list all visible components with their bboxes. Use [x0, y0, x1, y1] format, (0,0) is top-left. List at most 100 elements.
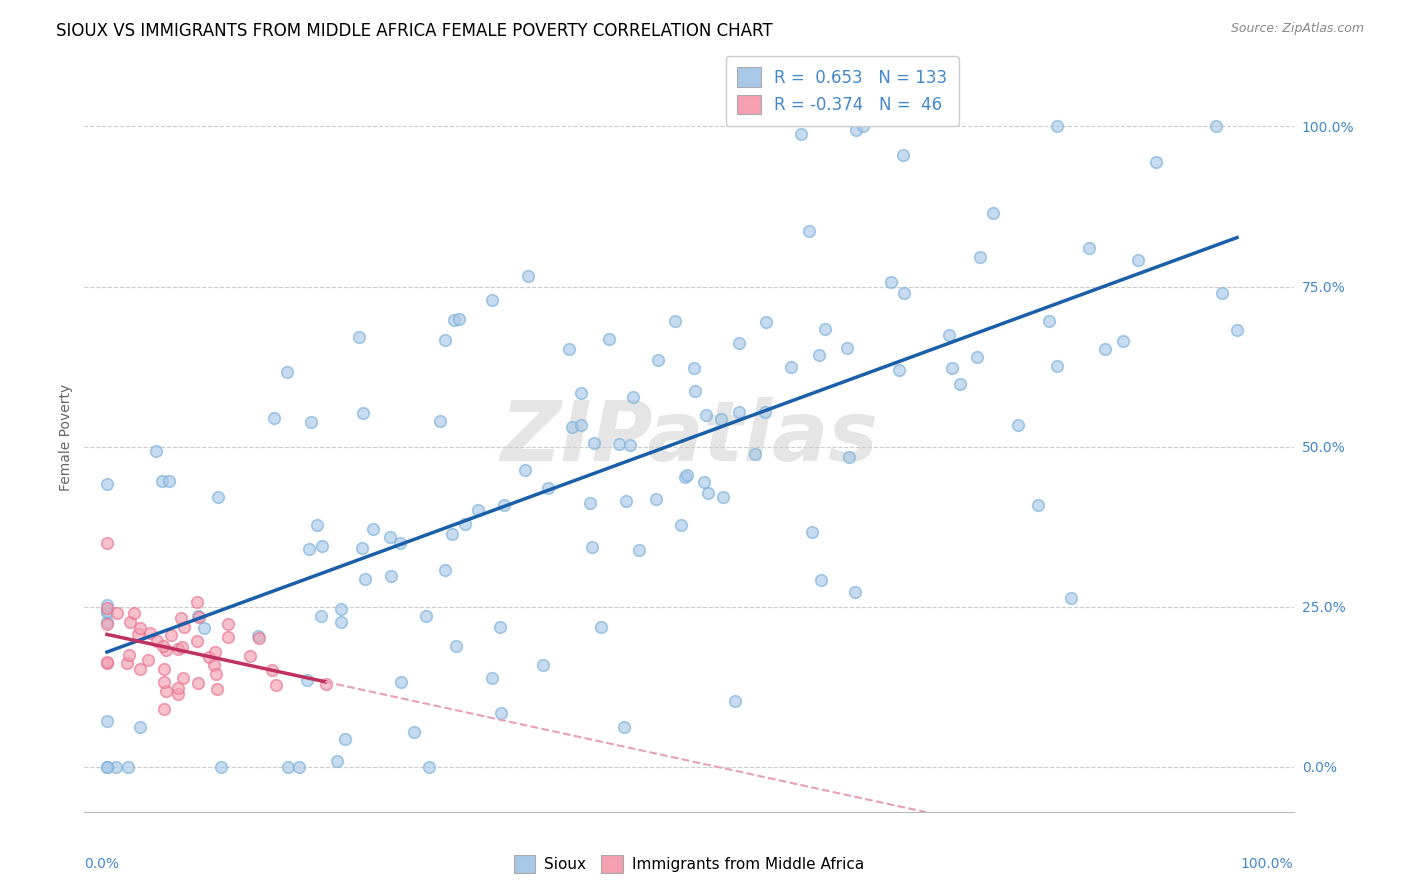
Point: [893, 286, 915, 301]
Point: [298, 542, 321, 557]
Point: [569, 385, 592, 400]
Point: [96, 601, 118, 615]
Point: [353, 406, 375, 420]
Point: [187, 609, 209, 624]
Point: [1205, 120, 1227, 134]
Point: [170, 611, 193, 625]
Point: [96, 616, 118, 631]
Point: [880, 275, 903, 289]
Point: [619, 438, 641, 452]
Point: [117, 760, 139, 774]
Point: [202, 658, 225, 673]
Point: [728, 405, 751, 419]
Point: [136, 653, 159, 667]
Point: [209, 760, 232, 774]
Point: [152, 640, 174, 654]
Point: [810, 573, 832, 587]
Point: [598, 332, 620, 346]
Point: [204, 645, 226, 659]
Point: [983, 205, 1005, 219]
Point: [790, 127, 813, 141]
Point: [129, 662, 152, 676]
Point: [893, 148, 915, 162]
Point: [418, 760, 440, 774]
Point: [966, 350, 988, 364]
Point: [647, 353, 669, 368]
Text: Source: ZipAtlas.com: Source: ZipAtlas.com: [1230, 22, 1364, 36]
Point: [443, 313, 465, 327]
Point: [380, 530, 402, 544]
Point: [118, 648, 141, 662]
Point: [969, 250, 991, 264]
Point: [589, 620, 612, 634]
Point: [1094, 343, 1116, 357]
Point: [949, 377, 972, 392]
Point: [710, 412, 733, 426]
Point: [711, 490, 734, 504]
Text: ZIPatlas: ZIPatlas: [501, 397, 877, 477]
Point: [607, 436, 630, 450]
Point: [288, 760, 311, 774]
Point: [433, 334, 456, 348]
Point: [433, 563, 456, 577]
Point: [326, 754, 349, 768]
Point: [1226, 323, 1249, 337]
Point: [429, 414, 451, 428]
Point: [415, 608, 437, 623]
Point: [301, 415, 323, 429]
Point: [467, 502, 489, 516]
Point: [263, 411, 285, 425]
Point: [797, 224, 820, 238]
Point: [170, 640, 193, 654]
Point: [728, 335, 751, 350]
Point: [581, 540, 603, 554]
Point: [354, 572, 377, 586]
Point: [852, 120, 875, 134]
Point: [492, 499, 515, 513]
Point: [614, 494, 637, 508]
Point: [388, 536, 411, 550]
Point: [239, 648, 262, 663]
Point: [262, 664, 284, 678]
Point: [217, 630, 239, 644]
Point: [1211, 285, 1233, 300]
Point: [1007, 417, 1029, 432]
Point: [115, 656, 138, 670]
Point: [186, 634, 208, 648]
Point: [628, 543, 651, 558]
Point: [122, 606, 145, 620]
Point: [697, 485, 720, 500]
Point: [1028, 498, 1050, 512]
Point: [167, 641, 190, 656]
Point: [96, 656, 118, 670]
Point: [389, 675, 412, 690]
Text: SIOUX VS IMMIGRANTS FROM MIDDLE AFRICA FEMALE POVERTY CORRELATION CHART: SIOUX VS IMMIGRANTS FROM MIDDLE AFRICA F…: [56, 22, 773, 40]
Point: [207, 490, 229, 504]
Point: [1046, 120, 1069, 134]
Point: [139, 626, 162, 640]
Point: [845, 122, 868, 136]
Point: [96, 615, 118, 629]
Point: [683, 384, 706, 399]
Point: [146, 633, 169, 648]
Point: [1144, 154, 1167, 169]
Point: [96, 535, 118, 549]
Point: [664, 314, 686, 328]
Point: [105, 760, 128, 774]
Point: [333, 731, 356, 746]
Point: [693, 475, 716, 489]
Point: [96, 599, 118, 613]
Point: [489, 706, 512, 720]
Point: [801, 524, 824, 539]
Point: [247, 631, 270, 645]
Point: [941, 361, 963, 376]
Point: [561, 419, 583, 434]
Point: [440, 527, 463, 541]
Point: [558, 342, 581, 356]
Point: [118, 615, 141, 629]
Point: [1112, 334, 1135, 349]
Point: [644, 491, 666, 506]
Point: [311, 539, 333, 553]
Point: [187, 676, 209, 690]
Point: [167, 687, 190, 701]
